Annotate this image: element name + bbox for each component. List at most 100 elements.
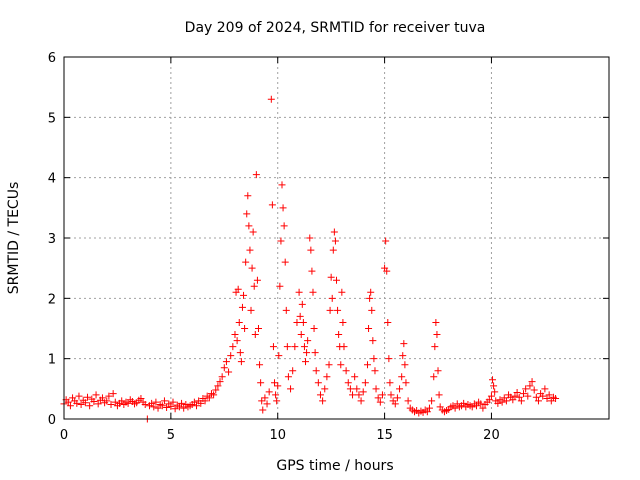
data-point (167, 402, 175, 410)
data-point (363, 361, 371, 369)
data-point (246, 246, 254, 254)
data-point (331, 237, 339, 245)
data-point (337, 361, 345, 369)
data-point (297, 331, 305, 339)
y-tick-label: 4 (48, 172, 56, 187)
data-point (231, 331, 239, 339)
data-point (398, 373, 406, 381)
y-tick-label: 3 (48, 232, 56, 247)
data-point (293, 318, 301, 326)
data-point (160, 397, 168, 405)
data-point (296, 312, 304, 320)
data-point (222, 358, 230, 366)
data-point (515, 393, 523, 401)
data-point (333, 276, 340, 284)
data-point (428, 397, 436, 405)
data-point (490, 382, 498, 390)
data-point (509, 396, 517, 404)
data-point (291, 343, 299, 351)
data-point (212, 386, 220, 394)
data-point (282, 306, 290, 314)
data-point (218, 373, 226, 381)
data-point (118, 397, 126, 405)
data-point (433, 331, 441, 339)
x-tick-label: 0 (60, 428, 68, 443)
data-point (225, 368, 233, 376)
data-point (267, 95, 275, 103)
data-point (245, 222, 253, 230)
data-point (280, 222, 288, 230)
data-point (498, 398, 506, 406)
data-point (325, 361, 333, 369)
data-point (404, 397, 412, 405)
data-point (233, 337, 241, 345)
data-point (311, 349, 319, 357)
y-tick-label: 5 (48, 111, 56, 126)
data-point (370, 355, 378, 363)
data-point (335, 331, 343, 339)
data-point (90, 398, 98, 406)
data-point (326, 306, 334, 314)
data-point (543, 394, 551, 402)
data-point (399, 352, 407, 360)
data-point (92, 391, 100, 399)
data-point (378, 391, 386, 399)
data-point (310, 325, 318, 332)
data-point (330, 228, 338, 236)
data-point (368, 306, 376, 314)
data-point (75, 392, 83, 400)
data-point (513, 388, 521, 396)
data-point (66, 402, 74, 410)
data-point (197, 399, 205, 407)
y-axis-ticks: 0 1 2 3 4 5 6 (48, 51, 609, 428)
data-point (277, 237, 285, 245)
data-point (275, 352, 283, 360)
data-point (334, 306, 342, 314)
data-point (257, 379, 265, 387)
data-point (371, 367, 379, 375)
data-point (261, 394, 269, 402)
data-point (256, 361, 264, 369)
data-point (169, 398, 177, 406)
data-point (302, 358, 310, 366)
data-point (489, 376, 497, 384)
data-point (84, 393, 92, 401)
data-point (522, 385, 530, 393)
data-point (253, 276, 261, 284)
data-point (73, 399, 81, 407)
data-point (148, 399, 156, 407)
data-point (346, 385, 354, 393)
data-point (314, 379, 322, 387)
data-point (401, 361, 409, 369)
chart-title: Day 209 of 2024, SRMTID for receiver tuv… (185, 20, 486, 36)
data-point (279, 204, 287, 212)
data-point (273, 397, 281, 405)
data-point (298, 300, 306, 308)
data-point (81, 399, 89, 407)
data-point (287, 385, 295, 393)
data-point (316, 391, 324, 399)
data-point (265, 388, 273, 396)
data-point (338, 288, 346, 296)
x-tick-label: 15 (376, 428, 393, 443)
data-point (369, 337, 377, 345)
data-point (374, 394, 382, 402)
data-point (303, 349, 311, 357)
data-point (150, 403, 158, 411)
data-point (258, 397, 266, 405)
data-point (361, 379, 369, 387)
data-point (289, 367, 297, 375)
data-point (281, 258, 289, 266)
data-point (460, 399, 468, 407)
data-points (60, 95, 560, 423)
data-point (359, 388, 367, 396)
data-point (383, 267, 391, 275)
data-point (193, 402, 201, 410)
data-point (547, 397, 555, 405)
data-point (425, 404, 433, 412)
data-point (210, 391, 218, 399)
data-point (387, 391, 395, 399)
data-point (283, 343, 291, 351)
data-point (517, 397, 525, 405)
